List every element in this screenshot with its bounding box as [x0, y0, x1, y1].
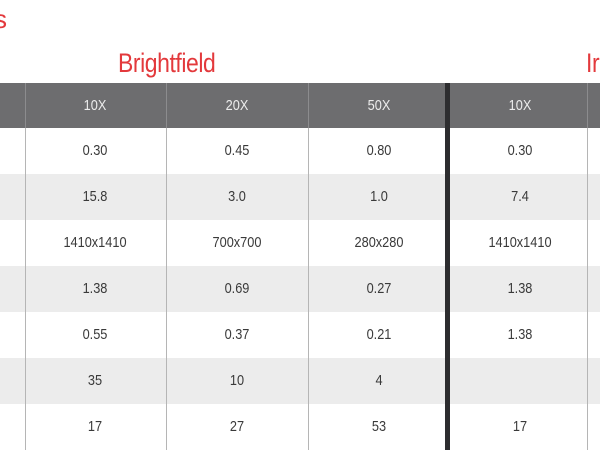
header-divider	[166, 83, 167, 128]
table-cell: 27	[229, 418, 245, 435]
table-cell: 0.37	[224, 326, 250, 343]
header-divider	[308, 83, 309, 128]
table-cell: 10	[229, 372, 245, 389]
header-divider	[25, 83, 26, 128]
table-cell	[461, 358, 580, 404]
header-cell-bf-10x: 10X	[83, 97, 107, 114]
table-cell: 17	[512, 418, 528, 435]
table-cell: 7.4	[511, 188, 529, 205]
table-row: 0.55 0.37 0.21 1.38	[0, 312, 600, 358]
table-cell: 1410x1410	[63, 234, 127, 251]
table-cell: 53	[371, 418, 387, 435]
table-cell: 17	[87, 418, 103, 435]
header-cell-bf-20x: 20X	[225, 97, 249, 114]
group-divider	[445, 83, 450, 450]
table-cell: 0.45	[224, 142, 250, 159]
table-cell: 0.80	[366, 142, 392, 159]
column-divider	[587, 128, 588, 450]
table-row: 15.8 3.0 1.0 7.4	[0, 174, 600, 220]
column-divider	[308, 128, 309, 450]
table-row: 35 10 4	[0, 358, 600, 404]
table-cell: 0.30	[507, 142, 533, 159]
table-row: 17 27 53 17	[0, 404, 600, 450]
table-row: 1410x1410 700x700 280x280 1410x1410	[0, 220, 600, 266]
table-cell: 4	[375, 372, 383, 389]
table-cell: 0.27	[366, 280, 392, 297]
table-header: 10X 20X 50X 10X	[0, 83, 600, 128]
table-cell: 1.38	[82, 280, 108, 297]
table-cell: 3.0	[228, 188, 246, 205]
table-cell: 1.0	[370, 188, 388, 205]
table-row: 0.30 0.45 0.80 0.30	[0, 128, 600, 174]
column-divider	[25, 128, 26, 450]
table-cell: 0.55	[82, 326, 108, 343]
header-cell-second-10x: 10X	[508, 97, 532, 114]
table-cell: 0.69	[224, 280, 250, 297]
table-cell: 1410x1410	[488, 234, 552, 251]
table-row: 1.38 0.69 0.27 1.38	[0, 266, 600, 312]
header-cell-bf-50x: 50X	[367, 97, 391, 114]
table-cell: 1.38	[507, 326, 533, 343]
group-label-brightfield: Brightfield	[118, 48, 216, 78]
table-cell: 0.21	[366, 326, 392, 343]
header-divider	[587, 83, 588, 128]
table-cell: 15.8	[82, 188, 108, 205]
table-cell: 0.30	[82, 142, 108, 159]
table-cell: 700x700	[212, 234, 262, 251]
table-cell: 35	[87, 372, 103, 389]
table-cell: 280x280	[354, 234, 404, 251]
title-fragment: s	[0, 4, 7, 34]
group-label-second: Ir	[586, 48, 600, 78]
table-cell: 1.38	[507, 280, 533, 297]
column-divider	[166, 128, 167, 450]
